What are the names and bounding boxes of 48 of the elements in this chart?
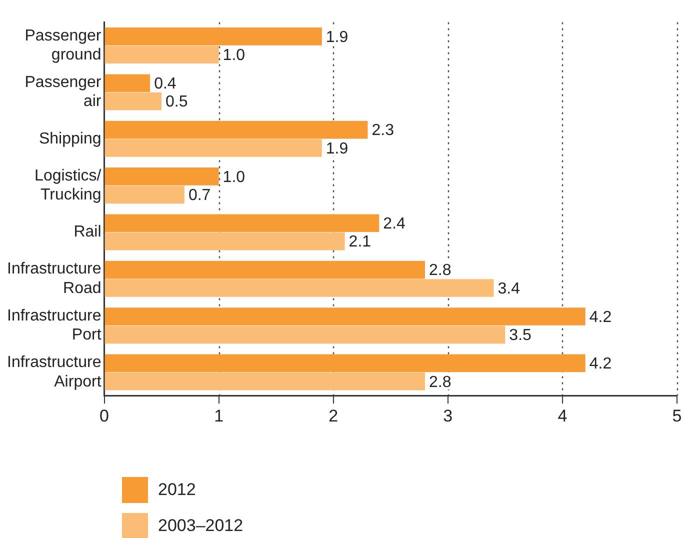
legend-label: 2012 [158,480,196,500]
x-tick-label: 0 [100,406,109,426]
bar [104,372,425,390]
bar [104,139,322,157]
bar [104,168,219,186]
bar [104,326,506,344]
x-tick-label: 2 [328,406,338,426]
bar [104,186,184,204]
data-label: 2.4 [383,216,406,233]
data-label: 3.5 [509,327,532,344]
bar [104,28,322,46]
data-label: 0.7 [188,187,211,204]
bar [104,260,425,279]
data-label: 4.2 [589,356,612,373]
data-label: 1.9 [326,140,348,158]
data-label: 4.2 [589,308,612,326]
data-label: 1.0 [222,47,246,64]
data-label: 2.3 [372,122,394,140]
x-tick-label: 5 [672,406,682,426]
y-tick-label: Infrastructure Airport [6,354,102,390]
data-label: 0.4 [154,76,176,93]
data-label: 2.8 [428,262,452,280]
data-label: 2.8 [428,374,452,391]
bar [104,354,586,372]
y-tick-label: Infrastructure Port [6,307,102,344]
y-tick-label: Infrastructure Road [6,260,102,297]
x-tick-label: 3 [443,406,453,426]
x-tick-label: 1 [214,406,224,426]
bar [104,46,219,64]
y-tick-label: Shipping [38,130,102,148]
data-label: 1.0 [222,168,246,186]
data-label: 0.5 [166,94,188,111]
y-tick-label: Passenger air [24,74,102,110]
y-tick-label: Rail [74,224,102,241]
y-tick-label: Logistics/Trucking [34,167,102,204]
data-label: 1.9 [326,28,348,46]
y-tick-label: Passenger ground [24,27,102,64]
legend-label: 2003–2012 [158,516,244,536]
data-label: 2.1 [348,234,372,251]
bar [104,74,150,92]
bar [104,279,494,297]
bar [104,214,380,232]
bar [104,92,162,110]
bar [104,232,345,250]
data-label: 3.4 [498,280,520,298]
bar [104,120,368,139]
bar [104,308,586,326]
x-tick-label: 4 [558,406,568,426]
